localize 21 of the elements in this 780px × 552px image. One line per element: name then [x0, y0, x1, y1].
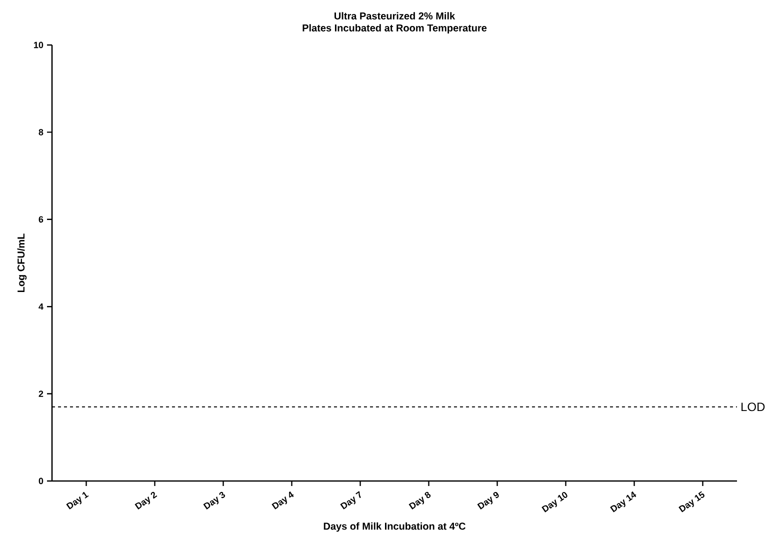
chart-title: Ultra Pasteurized 2% Milk — [334, 12, 456, 20]
x-tick-label: Day 8 — [408, 492, 431, 510]
x-tick-label: Day 9 — [477, 492, 499, 510]
y-tick-label: 6 — [38, 216, 44, 223]
x-tick-label: Day 10 — [542, 492, 568, 512]
y-axis-title: Log CFU/mL — [17, 234, 27, 292]
y-tick-label: 2 — [38, 390, 44, 397]
y-tick-label: 4 — [38, 303, 44, 310]
y-tick-label: 8 — [38, 129, 44, 136]
x-tick-label: Day 15 — [678, 491, 704, 512]
y-tick-label: 10 — [34, 42, 44, 48]
x-axis-title: Days of Milk Incubation at 4ºC — [324, 522, 466, 532]
chart-subtitle: Plates Incubated at Room Temperature — [302, 24, 487, 34]
y-tick-label: 0 — [38, 478, 44, 484]
x-tick-label: Day 7 — [340, 491, 361, 510]
x-tick-label: Day 1 — [66, 492, 89, 510]
ref-line-label: LOD — [742, 402, 765, 412]
x-tick-label: Day 4 — [272, 491, 294, 510]
x-tick-label: Day 3 — [203, 492, 226, 510]
x-tick-label: Day 14 — [610, 491, 636, 512]
x-tick-label: Day 2 — [134, 492, 158, 510]
